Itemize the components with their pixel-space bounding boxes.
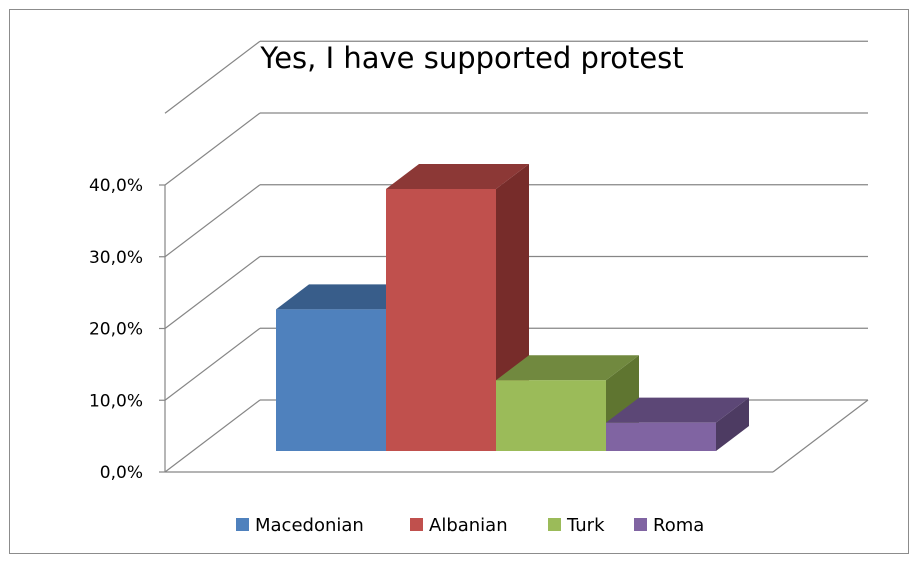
bar-top xyxy=(496,355,639,381)
legend-item-turk: Turk xyxy=(548,515,605,536)
y-tick-label: 0,0% xyxy=(100,463,143,483)
bar-turk xyxy=(496,355,639,451)
legend-label: Turk xyxy=(566,515,605,536)
legend-swatch xyxy=(634,518,647,531)
bar-top xyxy=(276,284,419,310)
legend-label: Macedonian xyxy=(255,515,364,536)
legend-swatch xyxy=(410,518,423,531)
bar-front xyxy=(386,189,496,451)
chart-title: Yes, I have supported protest xyxy=(259,41,683,75)
y-tick-label: 10,0% xyxy=(89,391,143,411)
y-tick-label: 30,0% xyxy=(89,248,143,268)
gridline-side xyxy=(164,40,261,114)
legend-item-roma: Roma xyxy=(634,515,704,536)
gridline-side xyxy=(164,327,261,401)
bars xyxy=(276,164,749,451)
legend-item-albanian: Albanian xyxy=(410,515,508,536)
legend-label: Albanian xyxy=(429,515,508,536)
bar-front xyxy=(496,380,606,451)
bar-top xyxy=(386,164,529,189)
y-tick-label: 20,0% xyxy=(89,320,143,340)
bar-front xyxy=(606,422,716,451)
legend-swatch xyxy=(548,518,561,531)
bar-roma xyxy=(606,397,749,451)
y-axis-ticks: 0,0% 10,0% 20,0% 30,0% 40,0% xyxy=(89,176,165,483)
bar-top xyxy=(606,397,749,423)
bar-front xyxy=(276,309,386,451)
y-tick-label: 40,0% xyxy=(89,176,143,196)
legend-item-macedonian: Macedonian xyxy=(236,515,364,536)
legend-swatch xyxy=(236,518,249,531)
gridline-side xyxy=(164,256,261,329)
bar-side xyxy=(716,397,749,451)
gridline-side xyxy=(164,184,261,258)
legend-label: Roma xyxy=(653,515,704,536)
legend: Macedonian Albanian Turk Roma xyxy=(236,515,704,536)
floor-side-edge xyxy=(772,399,869,473)
gridline-side xyxy=(164,399,261,473)
gridline-side xyxy=(164,112,261,186)
